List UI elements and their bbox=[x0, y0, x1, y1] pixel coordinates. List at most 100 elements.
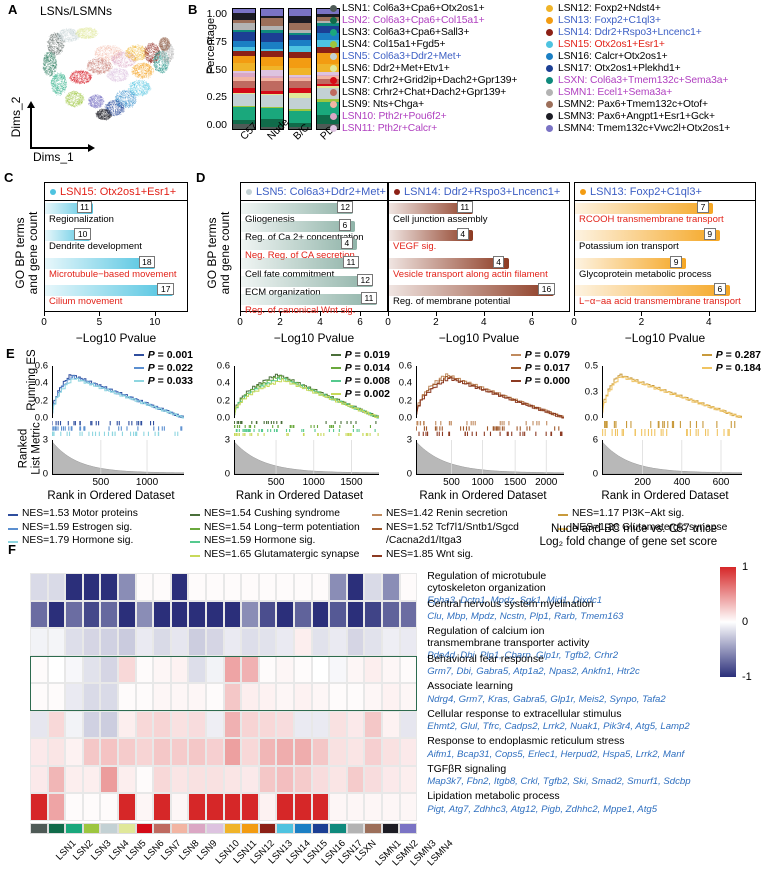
legend-item-right-10[interactable]: LSMN4: Tmem132c+Vwc2l+Otx2os1+ bbox=[546, 123, 756, 135]
heatmap-cell bbox=[188, 600, 206, 628]
gsea-pvalue-row: P = 0.014 bbox=[330, 361, 390, 374]
colorbar-tick: 1 bbox=[742, 561, 749, 573]
legend-item-left-1[interactable]: LSN2: Col6a3+Cpa6+Col15a1+ bbox=[330, 14, 540, 26]
heatmap-cell bbox=[258, 628, 277, 656]
gsea-nes-row: NES=1.59 Hormone sig. bbox=[190, 535, 360, 549]
heatmap-cell bbox=[364, 765, 382, 793]
gsea-pvalue-row: P = 0.022 bbox=[133, 361, 193, 374]
legend-item-label: LSN9: Nts+Chga+ bbox=[342, 99, 425, 111]
legend-item-right-3[interactable]: LSN15: Otx2os1+Esr1+ bbox=[546, 38, 756, 50]
gsea-y-tick-top: 0.4 bbox=[34, 377, 48, 389]
heatmap-cell bbox=[188, 738, 206, 766]
go-chart-lsn5: D GO BP terms and gene count LSN5: Col6a3+D… bbox=[192, 170, 392, 345]
legend-item-right-4[interactable]: LSN16: Calcr+Otx2os1+ bbox=[546, 50, 756, 62]
heatmap-cell bbox=[100, 655, 118, 683]
legend-item-left-3[interactable]: LSN4: Col15a1+Fgd5+ bbox=[330, 38, 540, 50]
heatmap-column-color-lsn3 bbox=[65, 822, 83, 834]
gsea-plot-1: E Running ES Ranked List Metric 0.6 0.4 0.2 0.0… bbox=[0, 346, 195, 549]
heatmap-row-term: Behavioral fear response bbox=[427, 652, 544, 665]
heatmap-cell bbox=[188, 765, 206, 793]
heatmap-cell bbox=[276, 628, 294, 656]
gsea-legend-dash-icon bbox=[133, 379, 144, 382]
legend-item-right-6[interactable]: LSXN: Col6a3+Tmem132c+Sema3a+ bbox=[546, 75, 756, 87]
heatmap-row-genes: Epha3, Dctn1, Mpdz, Sgk1, Mid1, Dixdc1 bbox=[427, 595, 603, 606]
gsea-pvalue-row: P = 0.017 bbox=[510, 361, 570, 374]
heatmap-cell bbox=[206, 765, 224, 793]
heatmap-cell bbox=[170, 765, 189, 793]
gsea-nes-row: NES=1.54 Cushing syndrome bbox=[190, 508, 360, 522]
heatmap-cell bbox=[311, 628, 330, 656]
gsea-pvalue-label: P = 0.184 bbox=[715, 361, 761, 374]
legend-item-label: LSN16: Calcr+Otx2os1+ bbox=[558, 50, 668, 62]
legend-column-left: LSN1: Col6a3+Cpa6+Otx2os1+ LSN2: Col6a3+C… bbox=[330, 2, 540, 154]
legend-item-right-8[interactable]: LSMN2: Pax6+Tmem132c+Otof+ bbox=[546, 99, 756, 111]
panel-b-y-tick: 1.00 bbox=[206, 8, 227, 20]
heatmap-cell bbox=[223, 573, 242, 601]
panel-b-segment bbox=[261, 18, 283, 26]
legend-item-left-7[interactable]: LSN8: Crhr2+Chat+Dach2+Gpr139+ bbox=[330, 87, 540, 99]
panel-b-segment bbox=[233, 32, 255, 42]
legend-item-left-6[interactable]: LSN7: Crhr2+Grid2ip+Dach2+Gpr139+ bbox=[330, 75, 540, 87]
heatmap-cell bbox=[399, 683, 418, 711]
heatmap-cell bbox=[294, 600, 312, 628]
gsea-ranked-metric-area bbox=[234, 441, 379, 475]
panel-b-segment bbox=[233, 46, 255, 52]
heatmap-cell bbox=[399, 710, 418, 738]
go-x-tick-mark bbox=[641, 312, 643, 316]
gsea-x-axis-label: Rank in Ordered Dataset bbox=[47, 490, 175, 502]
go-term-label: RCOOH transmembrane transport bbox=[579, 214, 724, 225]
legend-item-left-5[interactable]: LSN6: Ddr2+Met+Etv1+ bbox=[330, 62, 540, 74]
go-x-tick-label: 4 bbox=[317, 317, 323, 328]
heatmap-cell bbox=[382, 628, 400, 656]
heatmap-cell bbox=[241, 793, 259, 821]
go-x-tick-mark bbox=[708, 312, 710, 316]
heatmap-cell bbox=[47, 710, 66, 738]
legend-item-label: LSN13: Foxp2+C1ql3+ bbox=[558, 14, 661, 26]
legend-item-right-1[interactable]: LSN13: Foxp2+C1ql3+ bbox=[546, 14, 756, 26]
legend-item-right-0[interactable]: LSN12: Foxp2+Ndst4+ bbox=[546, 2, 756, 14]
heatmap-cell bbox=[223, 710, 242, 738]
panel-b-segment bbox=[317, 123, 339, 129]
gsea-x-tick-label: 1000 bbox=[302, 477, 325, 488]
legend-item-right-7[interactable]: LSMN1: Ecel1+Sema3a+ bbox=[546, 87, 756, 99]
go-term-bar bbox=[241, 257, 359, 269]
legend-item-label: LSMN3: Pax6+Angpt1+Esr1+Gck+ bbox=[558, 111, 715, 123]
go-term-bar bbox=[389, 203, 473, 214]
gsea-y-tick-bottom: 6 bbox=[592, 434, 598, 446]
go-gene-count-badge: 9 bbox=[670, 255, 682, 268]
legend-item-left-9[interactable]: LSN10: Pth2r+Pou6f2+ bbox=[330, 111, 540, 123]
panel-b-segment bbox=[261, 77, 283, 82]
legend-item-left-4[interactable]: LSN5: Col6a3+Ddr2+Met+ bbox=[330, 50, 540, 62]
go-gene-count-badge: 6 bbox=[714, 282, 726, 295]
x-axis-line bbox=[30, 147, 90, 149]
heatmap-cell bbox=[382, 765, 400, 793]
heatmap-cell bbox=[100, 710, 118, 738]
go-y-axis-label: GO BP terms and gene count bbox=[205, 211, 232, 295]
legend-item-left-10[interactable]: LSN11: Pth2r+Calcr+ bbox=[330, 123, 540, 135]
panel-letter-d: D bbox=[196, 170, 206, 185]
gsea-nes-legend: NES=1.53 Motor proteins NES=1.59 Estrogen… bbox=[8, 508, 138, 549]
panel-b-segment bbox=[261, 107, 283, 109]
heatmap-title-line2: Log₂ fold change of gene set score bbox=[539, 536, 718, 548]
heatmap-cell bbox=[223, 628, 242, 656]
heatmap-cell bbox=[206, 710, 224, 738]
go-term-label: Dendrite development bbox=[49, 241, 142, 253]
gsea-nes-legend: NES=1.54 Cushing syndrome NES=1.54 Long−t… bbox=[190, 508, 360, 562]
heatmap-cell bbox=[47, 683, 66, 711]
go-x-tick-mark bbox=[483, 312, 485, 316]
go-gene-count-badge: 18 bbox=[138, 255, 156, 268]
heatmap-cell bbox=[118, 765, 136, 793]
legend-item-right-9[interactable]: LSMN3: Pax6+Angpt1+Esr1+Gck+ bbox=[546, 111, 756, 123]
legend-item-left-8[interactable]: LSN9: Nts+Chga+ bbox=[330, 99, 540, 111]
go-term-label: Regionalization bbox=[49, 214, 114, 225]
legend-item-left-2[interactable]: LSN3: Col6a3+Cpa6+Sall3+ bbox=[330, 26, 540, 38]
colorbar-gradient bbox=[720, 567, 736, 677]
legend-item-right-2[interactable]: LSN14: Ddr2+Rspo3+Lncenc1+ bbox=[546, 26, 756, 38]
legend-item-right-5[interactable]: LSN17: Otx2os1+Plekhd1+ bbox=[546, 62, 756, 74]
gsea-pvalue-row: P = 0.033 bbox=[133, 374, 193, 387]
legend-color-dot-icon bbox=[546, 4, 553, 12]
gsea-y-tick-top: 0.4 bbox=[398, 377, 412, 389]
heatmap-cell bbox=[170, 573, 189, 601]
gsea-es-curve bbox=[416, 377, 564, 419]
legend-item-left-0[interactable]: LSN1: Col6a3+Cpa6+Otx2os1+ bbox=[330, 2, 540, 14]
